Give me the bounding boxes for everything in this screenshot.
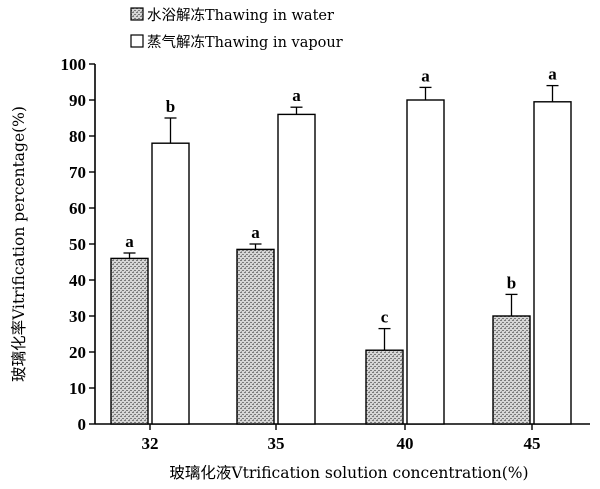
chart-legend: 水浴解冻Thawing in water 蒸气解冻Thawing in vapo… [130,6,343,51]
y-tick-label: 0 [78,415,87,434]
x-tick-label: 32 [142,434,159,453]
bar-water [365,349,404,425]
y-tick-label: 100 [61,55,87,74]
significance-label: b [166,97,175,116]
bar-vapour [533,101,572,425]
legend-item-water: 水浴解冻Thawing in water [130,6,334,24]
significance-label: a [292,86,301,105]
bar-vapour [277,113,316,425]
significance-label: b [507,273,516,292]
bar-vapour [151,142,190,425]
y-tick-label: 30 [69,307,86,326]
x-tick-label: 45 [524,434,541,453]
legend-label-water: 水浴解冻Thawing in water [147,6,334,24]
legend-swatch-water [130,7,144,21]
y-tick-label: 60 [69,199,86,218]
bar-water [236,248,275,425]
y-tick-label: 80 [69,127,86,146]
y-tick-label: 70 [69,163,86,182]
plot-area: 0 10 20 30 40 50 60 70 80 90 100 32 a b 35 a a 40 c a 45 b a [61,55,590,453]
y-tick-label: 20 [69,343,86,362]
y-tick-label: 50 [69,235,86,254]
y-tick-label: 40 [69,271,86,290]
y-axis-title: 玻璃化率Vitrification percentage(%) [10,106,28,382]
significance-label: c [381,308,389,327]
bar-water [110,257,149,425]
y-tick-label: 10 [69,379,86,398]
significance-label: a [421,66,430,85]
x-tick-label: 40 [397,434,414,453]
significance-label: a [548,65,557,84]
bar-water [492,315,531,425]
legend-label-vapour: 蒸气解冻Thawing in vapour [147,33,343,51]
significance-label: a [125,232,134,251]
x-tick-label: 35 [268,434,285,453]
x-axis-title: 玻璃化液Vtrification solution concentration(… [169,464,528,482]
legend-swatch-vapour [130,34,144,48]
bar-vapour [406,99,445,425]
significance-label: a [251,223,260,242]
legend-item-vapour: 蒸气解冻Thawing in vapour [130,33,343,51]
y-tick-label: 90 [69,91,86,110]
